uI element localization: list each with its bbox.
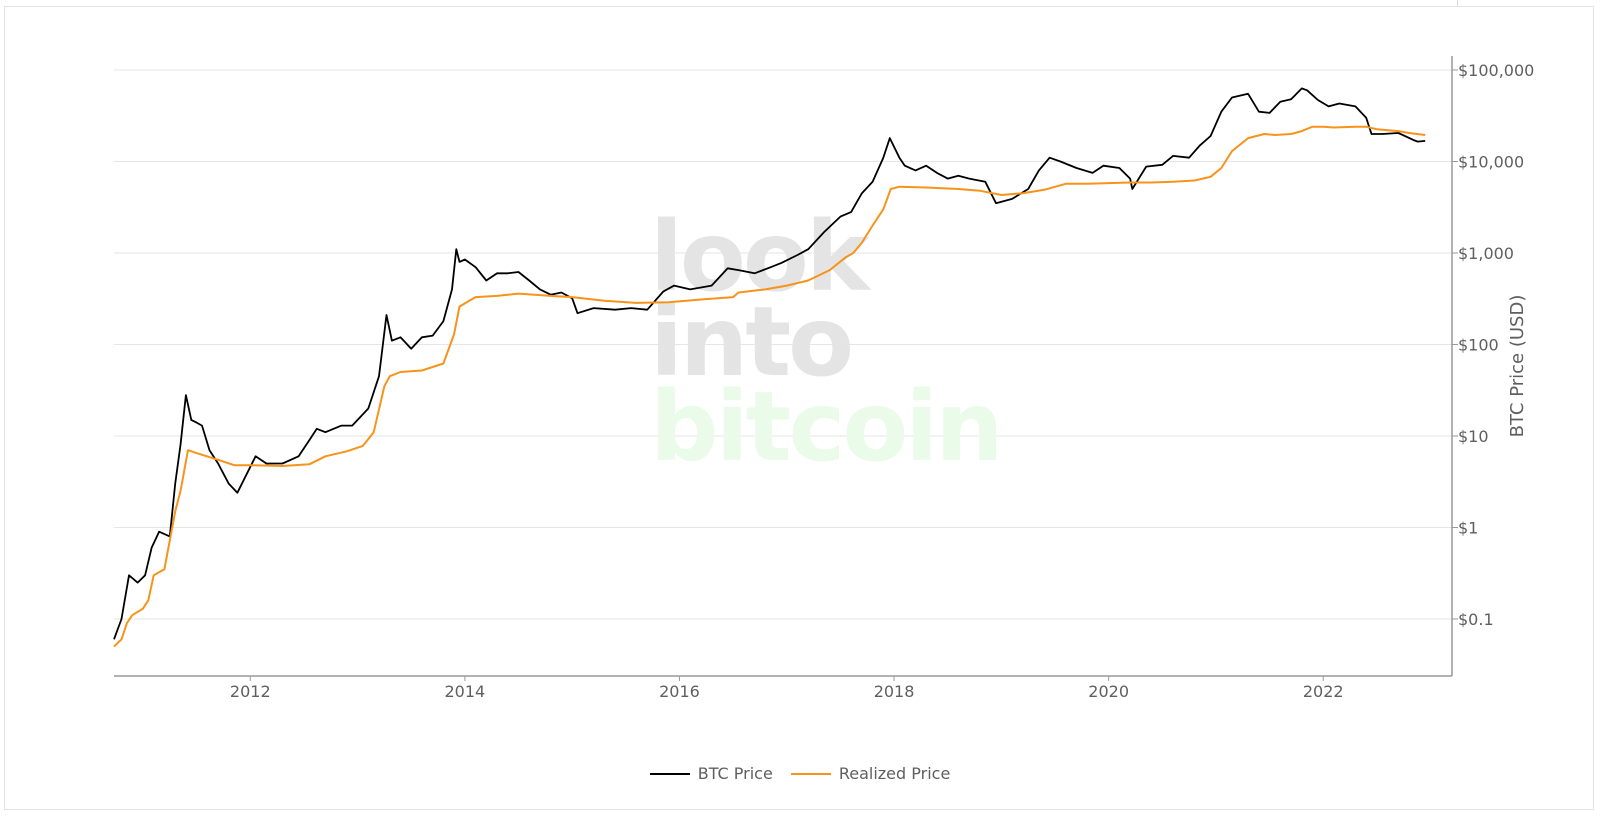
y-tick-label: $0.1 — [1458, 610, 1494, 629]
legend-label-btc-price: BTC Price — [697, 764, 773, 783]
y-tick-label: $10,000 — [1458, 153, 1524, 172]
y-tick-label: $1 — [1458, 519, 1478, 538]
realized-price-swatch — [790, 772, 831, 775]
gridlines — [114, 69, 1452, 620]
axes: $0.1 $1 $10 $100 $1,000 $10,000 $100,000 2012 20… — [114, 56, 1534, 701]
x-tick-label: 2022 — [1303, 682, 1344, 701]
y-axis-title: BTC Price (USD) — [1507, 295, 1528, 438]
series-lines — [113, 87, 1426, 648]
x-tick-label: 2018 — [874, 682, 915, 701]
watermark-into: into — [650, 286, 851, 398]
watermark-bitcoin: bitcoin — [650, 371, 1001, 483]
realized-price-line — [113, 125, 1426, 648]
legend-item-btc-price[interactable]: BTC Price — [649, 764, 773, 783]
legend-label-realized-price: Realized Price — [838, 764, 951, 783]
x-tick-label: 2020 — [1088, 682, 1129, 701]
y-tick-label: $1,000 — [1458, 244, 1514, 263]
btc-price-line — [113, 87, 1426, 640]
x-tick-label: 2016 — [659, 682, 700, 701]
x-tick-label: 2014 — [445, 682, 486, 701]
y-tick-label: $100 — [1458, 336, 1499, 355]
frame-divider — [1457, 0, 1458, 6]
y-tick-label: $10 — [1458, 427, 1489, 446]
legend: BTC Price Realized Price — [0, 764, 1600, 783]
legend-item-realized-price[interactable]: Realized Price — [790, 764, 951, 783]
btc-price-swatch — [649, 772, 690, 775]
y-tick-label: $100,000 — [1458, 61, 1534, 80]
x-tick-label: 2012 — [230, 682, 271, 701]
watermark: look into bitcoin — [650, 201, 1004, 483]
